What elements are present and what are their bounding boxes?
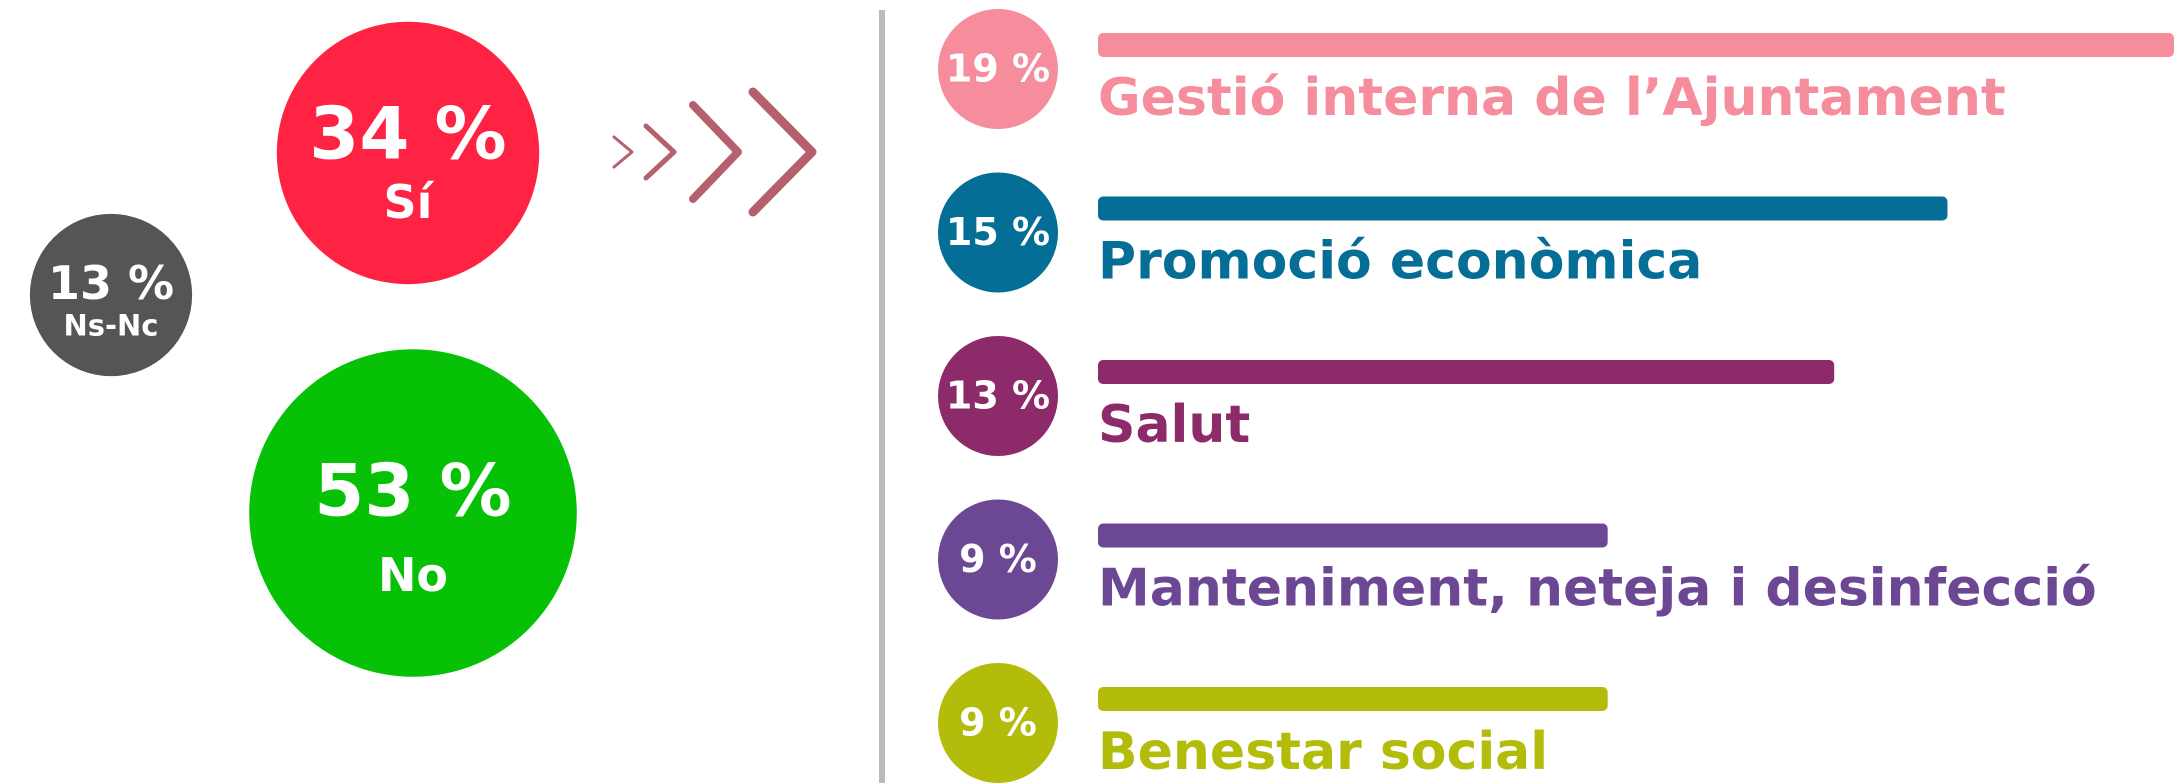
value-label: 9 % bbox=[959, 537, 1037, 581]
category-label: Benestar social bbox=[1098, 722, 1548, 782]
badge bbox=[938, 172, 1058, 293]
category-label: Gestió interna de l’Ajuntament bbox=[1098, 68, 2006, 128]
chevron bbox=[748, 87, 817, 217]
category-label: Salut bbox=[1098, 395, 1250, 455]
bubble-value-label: 13 % bbox=[48, 256, 174, 310]
bubble-category-label: Ns-Nc bbox=[64, 308, 159, 342]
value-label: 9 % bbox=[959, 701, 1037, 745]
value-label: 13 % bbox=[946, 374, 1050, 418]
badge bbox=[938, 9, 1058, 129]
bar bbox=[1098, 687, 1608, 711]
bubble-value-label: 34 % bbox=[309, 92, 506, 176]
bubble-category-label: No bbox=[378, 548, 448, 602]
bubble bbox=[249, 349, 577, 677]
value-label: 19 % bbox=[946, 47, 1050, 91]
badge bbox=[938, 336, 1058, 456]
chevron bbox=[643, 123, 677, 181]
bubble bbox=[29, 213, 193, 377]
value-label: 15 % bbox=[946, 210, 1050, 254]
bubble-value-label: 53 % bbox=[314, 448, 511, 532]
category-label: Promoció econòmica bbox=[1098, 232, 1702, 292]
badge bbox=[938, 663, 1058, 783]
bar bbox=[1098, 33, 2174, 57]
bubble-category-label: Sí bbox=[384, 175, 435, 229]
chevron bbox=[612, 135, 634, 169]
badge bbox=[938, 499, 1058, 620]
bar bbox=[1098, 523, 1608, 548]
chevrons bbox=[612, 87, 817, 217]
bubble bbox=[276, 21, 540, 285]
category-label: Manteniment, neteja i desinfecció bbox=[1098, 559, 2097, 619]
bar bbox=[1098, 196, 1948, 221]
chevron bbox=[689, 101, 742, 203]
bar bbox=[1098, 360, 1835, 384]
